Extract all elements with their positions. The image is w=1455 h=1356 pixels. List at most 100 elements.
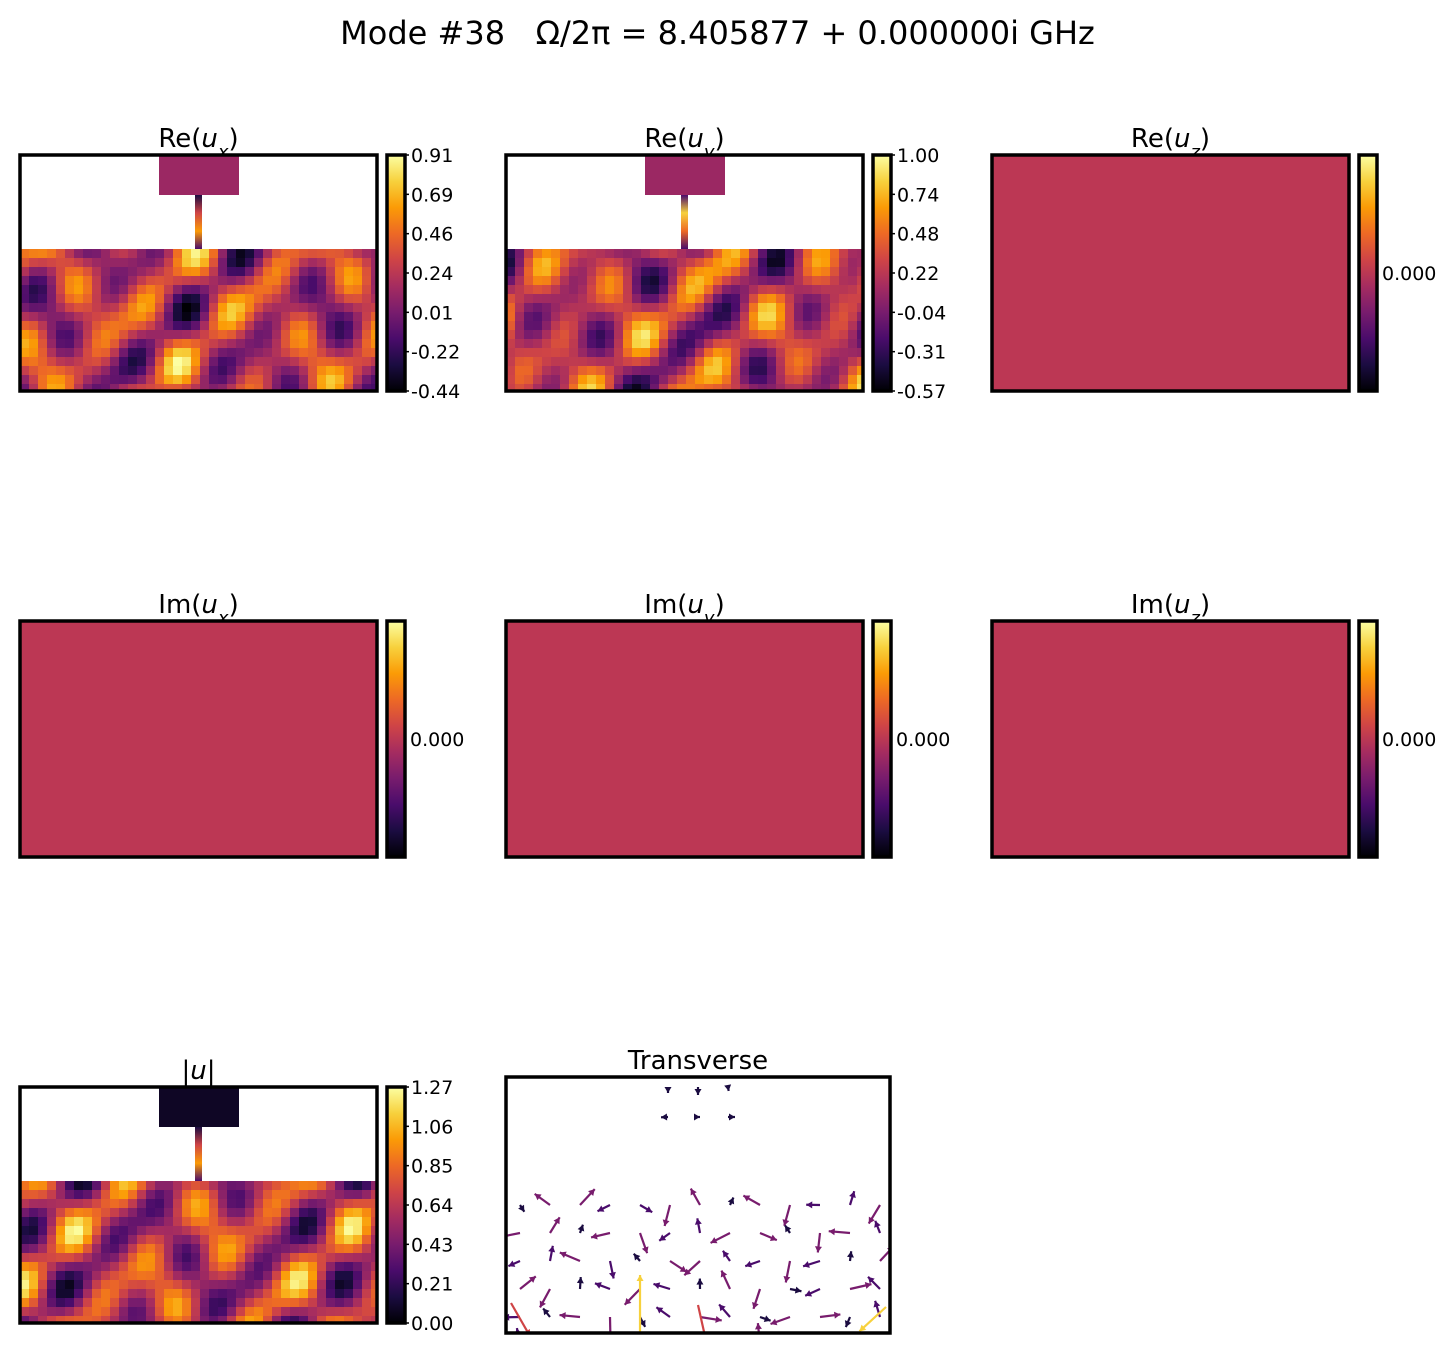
quiver-arrow	[752, 1288, 762, 1310]
quiver-arrow	[694, 1086, 702, 1096]
quiver-arrow	[669, 1260, 688, 1273]
quiver-arrow	[759, 1315, 771, 1323]
quiver-arrow	[610, 1340, 621, 1347]
quiver-arrow	[694, 1218, 702, 1234]
colorbar-tick-label: 0.01	[411, 302, 453, 324]
axes-frame	[990, 619, 1351, 859]
quiver-arrow	[559, 1312, 581, 1320]
quiver-arrow	[623, 1288, 641, 1306]
quiver-arrow	[802, 1259, 821, 1268]
quiver-arrow	[863, 1332, 865, 1333]
axes-frame	[990, 153, 1351, 393]
quiver-arrow	[722, 1250, 731, 1262]
quiver-arrow	[519, 1275, 537, 1290]
colorbar-tick-label: 0.000	[1382, 263, 1436, 285]
field-image	[992, 155, 1349, 391]
quiver-arrow	[653, 1282, 671, 1291]
quiver-arrow	[594, 1282, 611, 1291]
colorbar-tick-label: 0.43	[411, 1234, 453, 1256]
field-image	[20, 621, 377, 857]
stem-region	[195, 195, 202, 249]
colorbar	[1357, 619, 1379, 859]
quiver-arrow	[696, 1278, 704, 1290]
quiver-arrow	[638, 1232, 649, 1254]
colorbar-tick-label: 0.74	[897, 184, 939, 206]
quiver-arrow	[690, 1343, 700, 1350]
quiver-arrow	[770, 1315, 791, 1326]
colorbar-tick-label: -0.57	[897, 381, 946, 403]
quiver-arrow	[636, 1274, 644, 1333]
heatmap-panel-2: Re(uz)0.000	[990, 124, 1436, 393]
quiver-arrow	[849, 1282, 872, 1291]
quiver-arrow	[597, 1204, 611, 1213]
colorbar	[385, 619, 407, 859]
quiver-arrow	[815, 1232, 822, 1253]
quiver-arrow	[720, 1270, 731, 1290]
quiver-arrow	[534, 1192, 551, 1206]
quiver-arrow	[806, 1201, 821, 1209]
colorbar-tick-label: 0.48	[897, 224, 939, 246]
quiver-arrow	[813, 1345, 820, 1354]
heatmap-panel-4: Im(uy)0.000	[504, 590, 950, 859]
quiver-arrow	[724, 1084, 732, 1092]
colorbar-tick-label: 0.00	[411, 1313, 453, 1335]
quiver-arrow	[728, 1113, 735, 1121]
quiver-arrow	[699, 1315, 722, 1323]
heatmap-panel-1: Re(uy)1.000.740.480.22-0.04-0.31-0.57	[504, 124, 946, 403]
quiver-arrow	[828, 1228, 851, 1236]
quiver-arrow	[846, 1251, 854, 1262]
quiver-arrow	[548, 1245, 556, 1262]
panel-title: |u|	[181, 1056, 215, 1086]
quiver-arrow	[718, 1303, 731, 1318]
quiver-arrow	[754, 1323, 762, 1333]
quiver-arrow	[632, 1252, 641, 1262]
quiver-arrow	[782, 1204, 792, 1227]
quiver-panel: Transverse	[504, 1046, 892, 1356]
quiver-arrow	[694, 1113, 700, 1121]
quiver-arrow	[858, 1306, 887, 1333]
quiver-arrow	[664, 1086, 672, 1094]
pad-region	[645, 155, 725, 195]
quiver-arrow	[819, 1311, 841, 1319]
quiver-arrow	[759, 1231, 778, 1242]
stem-region	[681, 195, 688, 249]
quiver-arrow	[829, 1342, 850, 1349]
colorbar	[385, 153, 407, 393]
quiver-arrow	[542, 1307, 551, 1318]
quiver-arrow	[727, 1197, 735, 1206]
colorbar-tick-label: -0.22	[411, 342, 460, 364]
colorbar-tick-label: -0.31	[897, 342, 946, 364]
pad-region	[159, 155, 239, 195]
quiver-arrow	[518, 1204, 526, 1213]
quiver-arrow	[550, 1337, 571, 1345]
quiver-arrow	[848, 1190, 856, 1206]
quiver-arrow	[655, 1306, 671, 1318]
uniform-field	[992, 621, 1349, 857]
quiver-arrow	[507, 1259, 521, 1268]
axes-frame	[18, 153, 379, 393]
heatmap-panel-3: Im(ux)0.000	[18, 590, 464, 859]
quiver-arrow	[639, 1204, 653, 1214]
quiver-arrow	[549, 1216, 561, 1234]
quiver-arrow	[710, 1232, 731, 1244]
colorbar-tick-label: 0.85	[411, 1156, 453, 1178]
quiver-arrow	[660, 1113, 669, 1121]
field-image	[992, 621, 1349, 857]
colorbar-tick-label: 1.27	[411, 1077, 453, 1099]
quiver-arrow	[628, 1345, 640, 1356]
quiver-arrow	[874, 1220, 882, 1234]
field-image	[506, 155, 863, 391]
figure-title: Mode #38 Ω/2π = 8.405877 + 0.000000i GHz	[340, 14, 1095, 52]
axes-frame	[504, 1075, 892, 1335]
quiver-arrow	[789, 1286, 802, 1294]
quiver-arrow	[670, 1337, 689, 1345]
colorbar-tick-label: -0.04	[897, 302, 946, 324]
quiver-arrow	[867, 1276, 881, 1290]
quiver-arrow	[730, 1335, 744, 1345]
axes-frame	[504, 619, 865, 859]
uniform-field	[992, 155, 1349, 391]
colorbar-tick-label: 1.00	[897, 145, 939, 167]
quiver-arrow	[564, 1341, 580, 1348]
colorbar-tick-label: 0.69	[411, 184, 453, 206]
colorbar-tick-label: 0.21	[411, 1274, 453, 1296]
